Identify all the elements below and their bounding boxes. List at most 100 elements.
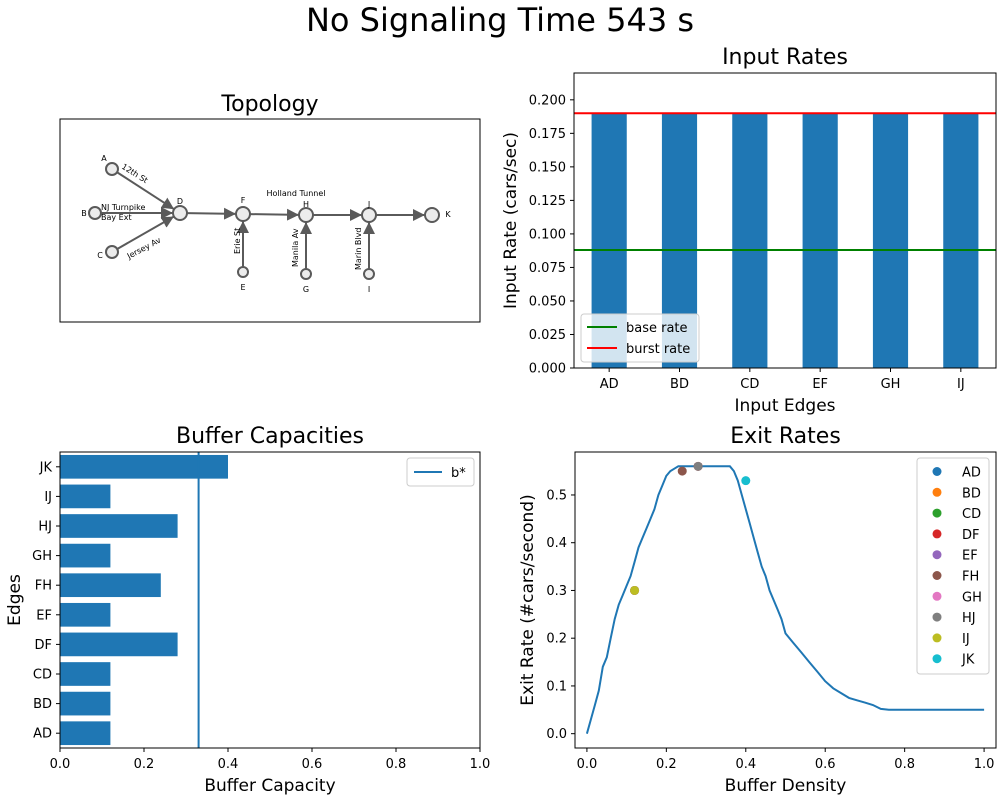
buffer-bar-JK	[60, 454, 228, 479]
topology-node-label-K: K	[445, 210, 451, 219]
topology-node-label-F: F	[241, 196, 246, 205]
buffer-bar-FH	[60, 573, 161, 598]
exit-ylabel: Exit Rate (#cars/second)	[518, 494, 538, 705]
legend-label: HJ	[962, 611, 976, 626]
topology-edge-label-AD: 12th St	[120, 162, 149, 185]
buffer-bar-GH	[60, 543, 111, 568]
exit-rates-panel: Exit Rates 0.0 0.2 0.4 0.6 0.8 1.0 0.0 0.1 0.2 0.3…	[518, 424, 997, 796]
exit-point-FH	[677, 466, 687, 476]
input-rate-xtick-label: AD	[600, 377, 619, 392]
exit-rate-curve	[585, 465, 985, 734]
legend-label: BD	[962, 486, 981, 501]
topology-edge-label-BD: NJ Turnpike Bay Ext	[101, 203, 145, 222]
exit-point-JK	[741, 476, 751, 486]
buffer-bar-IJ	[60, 484, 111, 509]
topology-title: Topology	[220, 92, 318, 117]
exit-rates-title: Exit Rates	[730, 424, 841, 449]
topology-node-K	[424, 207, 440, 223]
input-rate-xtick-label: IJ	[957, 377, 965, 392]
figure-title: No Signaling Time 543 s	[305, 1, 695, 39]
legend-label: FH	[962, 570, 979, 585]
topology-node-I	[363, 268, 375, 280]
legend-label: CD	[962, 507, 981, 522]
legend-marker	[932, 529, 942, 539]
exit-ytick-label: 0.0	[546, 727, 567, 742]
exit-frame	[574, 451, 997, 749]
exit-ytick-label: 0.1	[546, 679, 567, 694]
buffer-ytick-label: CD	[33, 668, 52, 683]
topology-edge-label-CD: Jersey Av	[125, 235, 163, 261]
input-rate-ytick-label: 0.075	[529, 261, 566, 276]
topology-node-label-H: H	[303, 200, 309, 209]
topology-node-D	[172, 205, 188, 221]
topology-edge-AD	[116, 171, 175, 211]
input-rate-bar-GH	[872, 113, 909, 369]
buffer-bar-AD	[60, 721, 111, 746]
exit-xtick-label: 0.4	[735, 757, 756, 772]
topology-node-label-J: J	[367, 200, 370, 209]
legend-marker	[932, 467, 942, 476]
topology-node-B	[88, 206, 102, 220]
topology-edge-CD	[116, 215, 175, 250]
legend-label: AD	[962, 466, 981, 481]
input-rate-bar-EF	[802, 113, 838, 369]
topology-edge-label-GH: Manila Av	[291, 228, 300, 267]
topology-node-G	[300, 268, 312, 280]
input-rate-bar-CD	[732, 113, 768, 369]
input-rate-ytick-label: 0.000	[529, 362, 566, 377]
buffer-ylabel: Edges	[5, 574, 25, 626]
input-rate-xtick-label: EF	[812, 377, 828, 392]
legend-marker	[932, 591, 942, 601]
exit-ytick-label: 0.5	[546, 488, 567, 503]
input-rate-xtick-label: GH	[881, 377, 901, 392]
topology-panel: Topology A B C D E F G H I J K 12th St NJ Turnpike Bay…	[59, 92, 481, 323]
legend-label: EF	[962, 549, 978, 564]
buffer-ytick-label: IJ	[44, 490, 52, 505]
buffer-bar-DF	[60, 632, 178, 657]
input-rate-ytick-label: 0.150	[529, 160, 566, 175]
topology-frame	[59, 118, 481, 323]
topology-edge-DF	[186, 207, 237, 220]
exit-xtick-label: 0.2	[656, 757, 677, 772]
input-rate-xlabel: Input Edges	[734, 396, 835, 416]
exit-xtick-label: 0.0	[577, 757, 598, 772]
buffer-bar-EF	[60, 602, 111, 627]
topology-edge-label-FH: Holland Tunnel	[267, 189, 326, 198]
exit-legend: AD BD CD DF EF FH GH HJ IJ JK	[916, 457, 990, 675]
legend-marker	[932, 654, 942, 664]
topology-edge-label-IJ: Marin Blvd	[354, 228, 363, 270]
legend-marker	[932, 612, 942, 622]
buffer-xtick-label: 0.6	[302, 757, 323, 772]
buffer-bar-BD	[60, 691, 111, 716]
input-rate-xtick-label: CD	[740, 377, 759, 392]
buffer-ytick-label: DF	[35, 638, 53, 653]
input-rate-ytick-label: 0.100	[529, 227, 566, 242]
legend-label: DF	[962, 528, 980, 543]
topology-node-A	[105, 162, 119, 176]
legend-marker	[932, 633, 942, 643]
topology-node-label-C: C	[97, 251, 103, 260]
buffer-capacities-title: Buffer Capacities	[176, 424, 364, 449]
exit-xtick-label: 0.8	[894, 757, 915, 772]
buffer-xtick-label: 0.8	[386, 757, 407, 772]
topology-node-label-E: E	[240, 283, 245, 292]
legend-label: GH	[962, 590, 982, 605]
input-rate-xtick-label: BD	[670, 377, 689, 392]
input-rate-ytick-label: 0.125	[529, 194, 566, 209]
buffer-ytick-label: FH	[35, 579, 52, 594]
buffer-xtick-label: 0.2	[134, 757, 155, 772]
buffer-bar-HJ	[60, 514, 178, 538]
input-rate-ytick-label: 0.175	[529, 127, 566, 142]
legend-marker	[932, 571, 942, 580]
topology-node-label-D: D	[177, 197, 183, 206]
legend-label: base rate	[626, 321, 688, 336]
buffer-ytick-label: BD	[33, 697, 52, 712]
topology-edge-FH	[249, 208, 300, 221]
exit-ytick-label: 0.4	[546, 536, 567, 551]
topology-node-H	[298, 207, 314, 223]
input-rates-panel: Input Rates AD BD CD EF GH IJ 0.000 0.025 0.050 0.…	[501, 45, 997, 416]
legend-marker	[932, 550, 942, 560]
legend-label: b*	[451, 466, 466, 481]
buffer-ytick-label: AD	[33, 727, 52, 742]
